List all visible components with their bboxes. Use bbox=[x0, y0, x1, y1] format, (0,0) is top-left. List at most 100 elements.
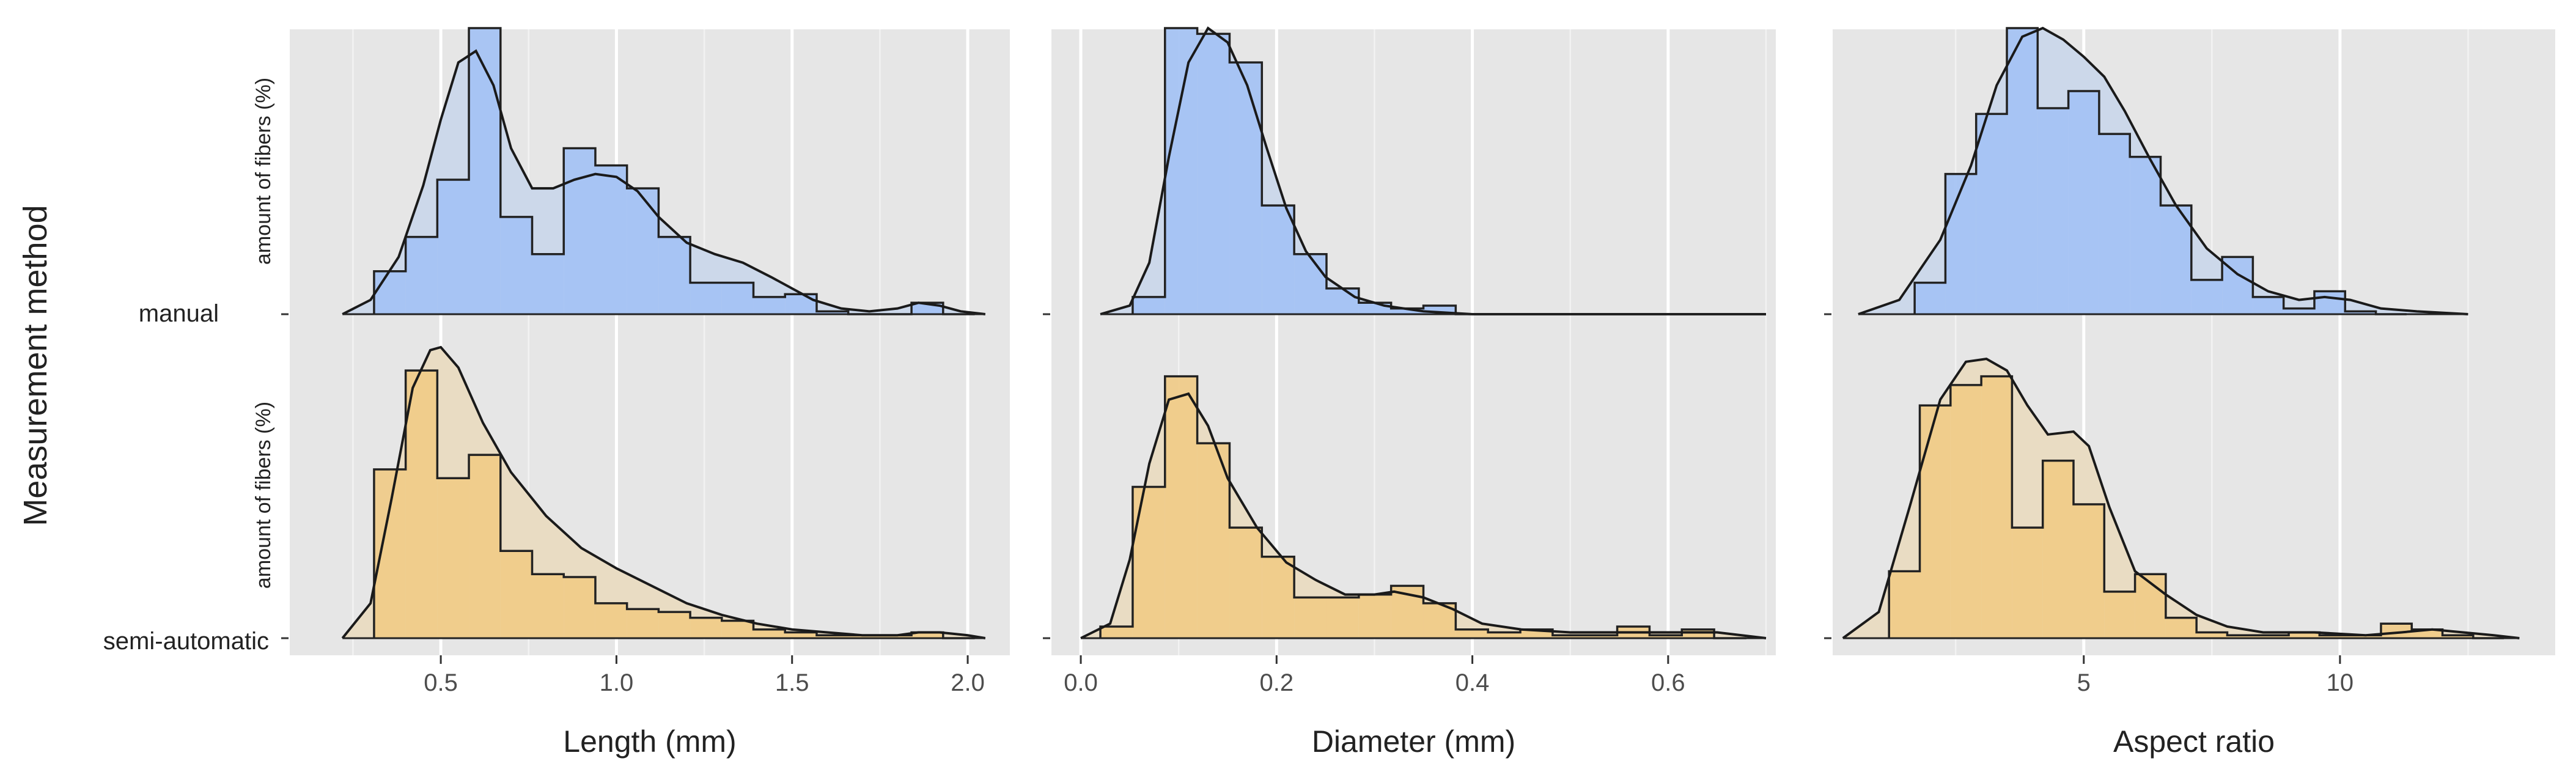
histogram-bar bbox=[1981, 376, 2012, 638]
histogram-bar bbox=[500, 551, 532, 638]
histogram-bar bbox=[785, 632, 817, 638]
panel-3: 5 10 Aspect ratio bbox=[1824, 26, 2555, 759]
histogram-bar bbox=[437, 478, 469, 638]
histogram-bar bbox=[1132, 487, 1165, 638]
histogram-bar bbox=[469, 28, 501, 314]
histogram-bar bbox=[1391, 308, 1424, 314]
histogram-bar bbox=[1132, 296, 1165, 314]
histogram-bar bbox=[785, 294, 817, 314]
histogram-bar bbox=[532, 254, 564, 314]
histogram-outline bbox=[1888, 375, 2504, 639]
histogram-bar bbox=[2319, 635, 2350, 638]
x-tick-label: 0.5 bbox=[424, 669, 458, 696]
density-curve bbox=[342, 49, 986, 315]
histogram-bar bbox=[1262, 205, 1295, 314]
histogram-bar bbox=[816, 635, 848, 638]
histogram-bar bbox=[721, 620, 754, 638]
histogram-bar bbox=[564, 577, 595, 638]
histogram-bar bbox=[2007, 28, 2038, 314]
histogram-bar bbox=[721, 282, 754, 314]
histogram-bar bbox=[2314, 291, 2346, 314]
density-curve bbox=[1858, 26, 2468, 315]
histogram-bar bbox=[374, 469, 406, 638]
amount-label-manual: amount of fibers (%) bbox=[252, 78, 275, 265]
x-axis-title: Aspect ratio bbox=[2113, 724, 2275, 759]
histogram-bar bbox=[658, 612, 691, 638]
density-curve bbox=[341, 345, 986, 639]
x-tick-label: 1.0 bbox=[600, 669, 634, 696]
histogram-bar bbox=[500, 216, 532, 314]
y-category-semi-automatic: semi-automatic bbox=[103, 628, 269, 655]
series-semi-automatic bbox=[1842, 357, 2520, 639]
series-manual bbox=[342, 27, 986, 315]
series-semi-automatic bbox=[341, 345, 986, 639]
histogram-bar bbox=[469, 455, 501, 638]
density-curve bbox=[1100, 26, 1766, 315]
x-axis-title: Diameter (mm) bbox=[1312, 724, 1515, 759]
x-axis-title: Length (mm) bbox=[563, 724, 736, 759]
panel-1: 0.5 1.0 1.5 2.0 Length (mm) bbox=[281, 27, 1010, 759]
panel-2: 0.0 0.2 0.4 0.6 Diameter (mm) bbox=[1043, 26, 1776, 759]
histogram-bar bbox=[2253, 296, 2284, 314]
histogram-bar bbox=[1262, 556, 1295, 638]
histogram-bar bbox=[2191, 279, 2223, 314]
histogram-bar bbox=[690, 617, 722, 638]
histogram-bar bbox=[1976, 114, 2007, 314]
histogram-bar bbox=[1358, 594, 1391, 638]
histogram-bar bbox=[2074, 504, 2105, 638]
x-tick-label: 0.0 bbox=[1064, 669, 1098, 696]
histogram-bar bbox=[2104, 591, 2135, 638]
histogram-bar bbox=[1229, 528, 1262, 638]
histogram-bar bbox=[405, 237, 438, 314]
histogram-bar bbox=[405, 370, 438, 638]
histogram-bar bbox=[2283, 308, 2314, 314]
histogram-bar bbox=[1229, 62, 1262, 314]
histogram-bar bbox=[2160, 205, 2191, 314]
x-tick-label: 5 bbox=[2077, 669, 2091, 696]
histogram-bar bbox=[2289, 632, 2320, 638]
histogram-bar bbox=[1950, 384, 1982, 638]
histogram-bar bbox=[753, 629, 786, 638]
histogram-bar bbox=[1326, 597, 1359, 638]
y-category-manual: manual bbox=[139, 300, 219, 327]
x-tick-label: 0.2 bbox=[1260, 669, 1294, 696]
histogram-bar bbox=[532, 574, 564, 638]
histogram-bar bbox=[2350, 635, 2381, 638]
histogram-bar bbox=[2345, 311, 2376, 314]
histogram-bar bbox=[1915, 282, 1946, 314]
histogram-bar bbox=[2012, 528, 2043, 638]
histogram-bar bbox=[2227, 635, 2258, 638]
histogram-bar bbox=[1945, 174, 1976, 314]
histogram-bar bbox=[2068, 90, 2099, 314]
amount-label-semi-automatic: amount of fibers (%) bbox=[252, 402, 275, 589]
histogram-bar bbox=[2165, 617, 2197, 638]
density-curve bbox=[1842, 357, 2520, 639]
histogram-bar bbox=[2135, 574, 2166, 638]
histogram-bar bbox=[658, 237, 691, 314]
histogram-bar bbox=[2258, 635, 2289, 638]
histogram-bar bbox=[880, 635, 912, 638]
histogram-bar bbox=[2196, 632, 2228, 638]
histogram-bar bbox=[1165, 28, 1198, 314]
histogram-bar bbox=[374, 271, 406, 314]
histogram-outline bbox=[1099, 375, 1746, 639]
histogram-bar bbox=[1358, 303, 1391, 314]
histogram-bar bbox=[1649, 635, 1682, 638]
histogram-bar bbox=[753, 296, 786, 314]
histogram-bar bbox=[2442, 635, 2473, 638]
histogram-bar bbox=[1889, 571, 1920, 638]
series-manual bbox=[1100, 26, 1766, 315]
histogram-bar bbox=[627, 609, 659, 638]
histogram-bar bbox=[1294, 597, 1327, 638]
histogram-bar bbox=[848, 635, 880, 638]
histogram-bar bbox=[437, 180, 469, 314]
histogram-bar bbox=[595, 165, 627, 314]
histogram-bar bbox=[690, 282, 722, 314]
histogram-bar bbox=[911, 632, 943, 638]
histogram-bar bbox=[564, 148, 595, 314]
histogram-bar bbox=[1488, 632, 1521, 638]
x-tick-label: 10 bbox=[2327, 669, 2354, 696]
histogram-bar bbox=[1100, 626, 1133, 638]
histogram-bar bbox=[2037, 108, 2069, 315]
